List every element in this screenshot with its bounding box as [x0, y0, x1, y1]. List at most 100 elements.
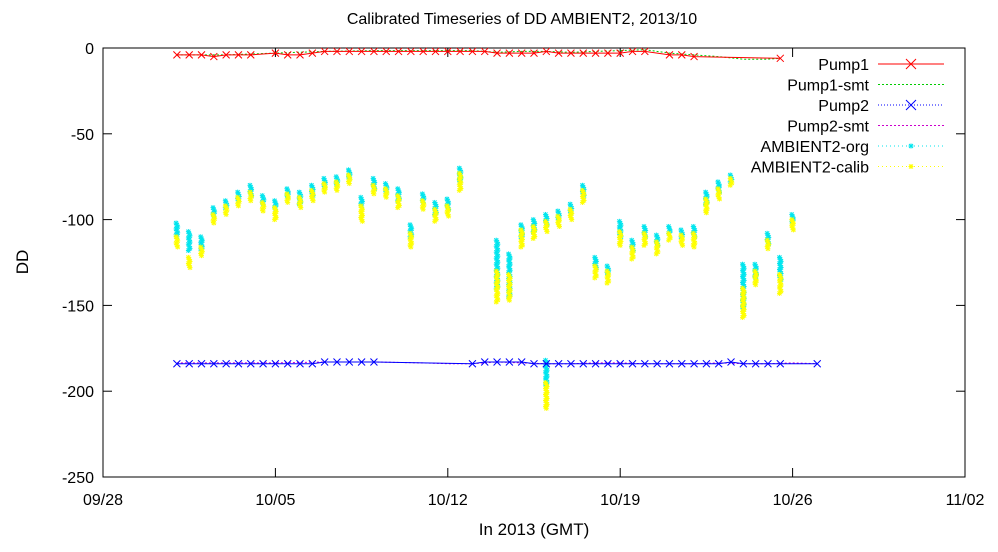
series-5-point-45-4-d2 [753, 276, 759, 282]
series-2-point-25-b [567, 359, 575, 368]
series-5-point-35-3-d2 [629, 250, 635, 256]
series-2-point-15-b [357, 358, 366, 366]
series-0 [173, 47, 785, 63]
series-4-point-24-0-d2 [493, 237, 499, 243]
series-5-point-23-1-d2 [457, 172, 463, 178]
series-5-point-49-13 [543, 405, 549, 411]
series-5-point-42-4-d2 [716, 194, 722, 200]
series-0-point-16 [382, 47, 391, 56]
series-2-point-37-b [714, 359, 723, 368]
series-4-point-18-1-d2 [396, 188, 401, 194]
series-5-point-15-8 [359, 218, 365, 224]
series-0-point-9 [296, 51, 304, 59]
series-5-point-11-0-d2 [309, 188, 314, 193]
series-5-point-10-0-d2 [296, 194, 302, 200]
series-5-point-19-1-d2 [408, 232, 414, 238]
series-5-point-19-4-d2 [408, 238, 414, 244]
series-5-point-49-1-d2 [543, 382, 549, 387]
series-5-point-30-1-d2 [568, 209, 574, 214]
series-0-point-40-b [690, 52, 698, 61]
series-5-point-26-7-d2 [519, 240, 525, 246]
series-4-point-23-1-d2 [457, 167, 463, 173]
series-4-point-38-0-d2 [666, 224, 672, 229]
series-2-point-25 [567, 359, 575, 368]
series-0-point-15 [370, 47, 378, 56]
series-2-point-8-b [271, 359, 280, 368]
series-5-point-2-0-d2 [198, 244, 204, 250]
series-5-point-27-6 [530, 235, 536, 241]
series-4-point-2-1-d2 [199, 236, 204, 242]
series-5-point-16-0-d2 [370, 182, 376, 188]
series-5-point-4-3-d2 [222, 209, 228, 215]
series-5-point-18-1-d2 [396, 195, 401, 200]
series-4-point-49-9-d2 [543, 375, 548, 381]
series-0-point-1 [185, 51, 194, 59]
series-5-point-39-0-d2 [678, 232, 684, 238]
series-4-point-25-7-d2 [507, 265, 512, 271]
legend-marker-2-b [905, 99, 917, 111]
series-2-point-35-b [690, 359, 698, 368]
series-0-point-3 [209, 52, 218, 61]
series-4-point-44-4-d2 [740, 269, 746, 275]
y-axis-label: DD [13, 250, 32, 275]
series-5-point-40-1-d2 [691, 232, 697, 238]
series-5-point-37-6 [653, 251, 659, 257]
series-4-point-8-1-d2 [273, 200, 278, 206]
series-0-point-17-b [394, 47, 403, 56]
series-2-point-22-b [530, 359, 538, 368]
series-5-point-44-0-d2 [740, 285, 745, 291]
series-5-point-30-0-d2 [567, 206, 573, 212]
series-0-point-19 [419, 47, 428, 56]
series-2-point-19 [493, 358, 501, 366]
series-5-point-48-4-d2 [790, 225, 795, 231]
series-2-point-11 [308, 359, 317, 368]
series-5-point-22-5-d2 [446, 213, 451, 219]
series-4-point-9-1-d2 [285, 188, 291, 194]
series-5-point-19-7 [408, 244, 414, 250]
series-5-point-14-1-d2 [346, 174, 352, 180]
series-4-point-38-1-d2 [667, 226, 672, 232]
legend: Pump1 Pump1-smt Pump2 Pump2-smt AMBIENT2-org… [751, 57, 944, 177]
series-0-point-30-b [554, 49, 563, 58]
series-5-point-47-9-d2 [777, 291, 782, 296]
legend-label-5: AMBIENT2-calib [751, 160, 869, 177]
series-4-point-0-3-d2 [173, 226, 179, 232]
series-5-point-32-6-d2 [592, 275, 598, 281]
series-5-point-18-0-d2 [395, 193, 401, 198]
plot-frame [102, 47, 966, 478]
series-2-point-28-b [604, 359, 612, 368]
series-4-point-13-1-d2 [334, 176, 340, 182]
series-4-point-22-1-d2 [445, 198, 451, 204]
series-4-point-15-0-d2 [358, 194, 364, 200]
series-5-point-4-4-d2 [223, 212, 229, 217]
series-5-point-45-1-d2 [753, 270, 759, 276]
series-5-point-44-6-d2 [740, 297, 745, 303]
series-0-point-22 [456, 47, 464, 56]
series-5-point-47-7-d2 [777, 286, 783, 292]
series-2-point-41-b [764, 359, 772, 368]
series-5-point-34-4-d2 [617, 237, 623, 242]
legend-marker-0-b [905, 58, 917, 70]
series-5-point-21-1-d2 [433, 208, 438, 214]
series-2-point-29 [616, 359, 625, 368]
series-5-point-24-1-d2 [494, 270, 500, 276]
series-0-point-41 [776, 54, 785, 63]
series-5-point-41-1 [703, 198, 709, 204]
series-4-point-26-1-d2 [519, 224, 525, 230]
series-2-point-42 [776, 359, 785, 368]
series-4-point-24-1-d2 [494, 239, 500, 245]
series-5-point-40-0-d2 [690, 230, 696, 236]
series-4-point-0-0-d2 [173, 220, 179, 226]
series-5-point-41-1-d2 [704, 198, 709, 204]
series-5-point-13-3-d2 [333, 185, 339, 191]
series-5-point-31-3-d2 [580, 194, 585, 199]
series-5-point-41-4-d2 [704, 204, 709, 210]
series-2-point-38 [727, 358, 735, 366]
series-5-point-23-4-d2 [457, 178, 463, 184]
series-4-point-47-3-d2 [777, 261, 782, 266]
series-5-point-20-3-d2 [420, 204, 425, 210]
series-5-point-34-7 [617, 242, 623, 248]
series-2-point-7 [259, 359, 267, 368]
series-5-point-11-4-d2 [309, 196, 315, 202]
series-4-point-34-0-d2 [617, 218, 622, 224]
